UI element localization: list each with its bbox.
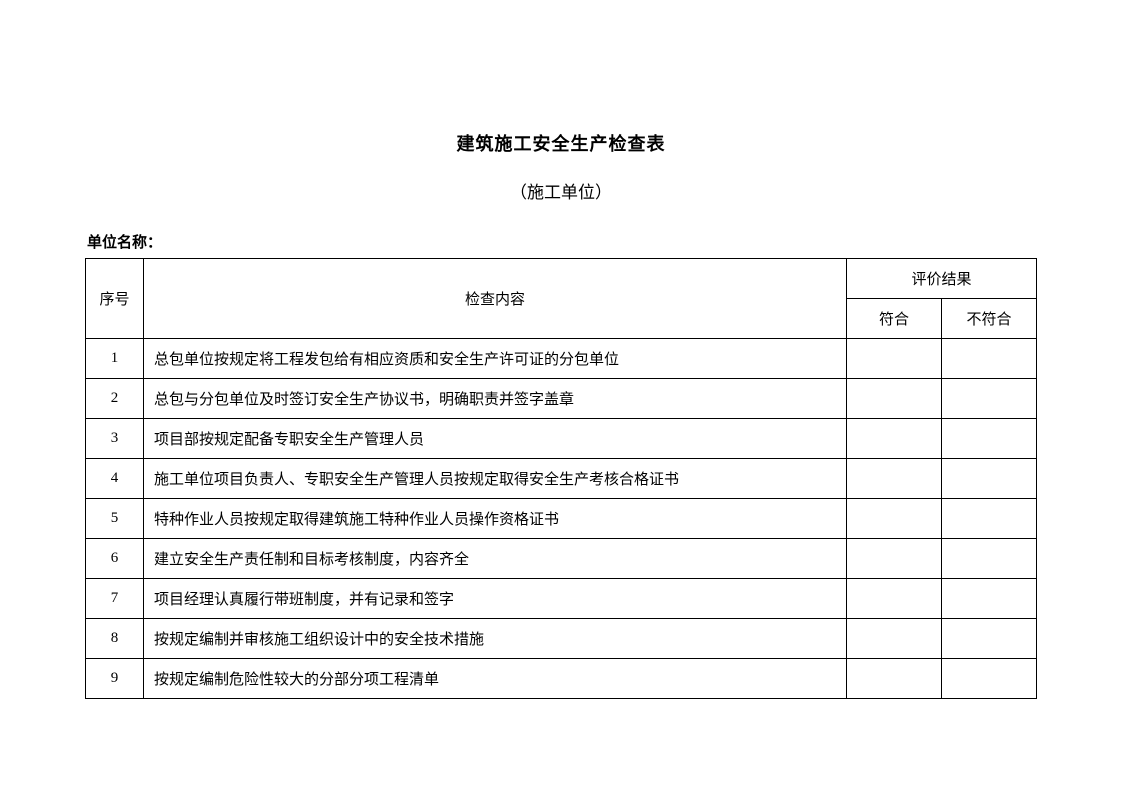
table-row: 5 特种作业人员按规定取得建筑施工特种作业人员操作资格证书 [86,499,1037,539]
table-row: 8 按规定编制并审核施工组织设计中的安全技术措施 [86,619,1037,659]
cell-fail [942,619,1037,659]
cell-fail [942,459,1037,499]
inspection-table: 序号 检查内容 评价结果 符合 不符合 1 总包单位按规定将工程发包给有相应资质… [85,258,1037,699]
cell-seq: 3 [86,419,144,459]
header-fail: 不符合 [942,299,1037,339]
cell-content: 按规定编制并审核施工组织设计中的安全技术措施 [144,619,847,659]
cell-content: 施工单位项目负责人、专职安全生产管理人员按规定取得安全生产考核合格证书 [144,459,847,499]
table-row: 3 项目部按规定配备专职安全生产管理人员 [86,419,1037,459]
header-seq: 序号 [86,259,144,339]
cell-fail [942,379,1037,419]
cell-content: 项目经理认真履行带班制度，并有记录和签字 [144,579,847,619]
cell-seq: 5 [86,499,144,539]
table-row: 4 施工单位项目负责人、专职安全生产管理人员按规定取得安全生产考核合格证书 [86,459,1037,499]
cell-fail [942,419,1037,459]
cell-pass [847,419,942,459]
document-subtitle: （施工单位） [85,178,1037,203]
cell-pass [847,659,942,699]
cell-seq: 9 [86,659,144,699]
cell-fail [942,339,1037,379]
cell-seq: 7 [86,579,144,619]
table-row: 2 总包与分包单位及时签订安全生产协议书，明确职责并签字盖章 [86,379,1037,419]
header-result: 评价结果 [847,259,1037,299]
document-page: 建筑施工安全生产检查表 （施工单位） 单位名称： 序号 检查内容 评价结果 符合… [0,0,1122,699]
cell-content: 建立安全生产责任制和目标考核制度，内容齐全 [144,539,847,579]
cell-pass [847,379,942,419]
cell-pass [847,579,942,619]
table-row: 1 总包单位按规定将工程发包给有相应资质和安全生产许可证的分包单位 [86,339,1037,379]
table-body: 1 总包单位按规定将工程发包给有相应资质和安全生产许可证的分包单位 2 总包与分… [86,339,1037,699]
cell-seq: 8 [86,619,144,659]
cell-pass [847,339,942,379]
cell-seq: 6 [86,539,144,579]
cell-content: 特种作业人员按规定取得建筑施工特种作业人员操作资格证书 [144,499,847,539]
cell-seq: 1 [86,339,144,379]
header-pass: 符合 [847,299,942,339]
table-row: 9 按规定编制危险性较大的分部分项工程清单 [86,659,1037,699]
table-row: 7 项目经理认真履行带班制度，并有记录和签字 [86,579,1037,619]
cell-content: 总包单位按规定将工程发包给有相应资质和安全生产许可证的分包单位 [144,339,847,379]
header-content: 检查内容 [144,259,847,339]
cell-content: 总包与分包单位及时签订安全生产协议书，明确职责并签字盖章 [144,379,847,419]
unit-name-label: 单位名称： [87,231,1037,252]
cell-fail [942,499,1037,539]
cell-seq: 2 [86,379,144,419]
table-row: 6 建立安全生产责任制和目标考核制度，内容齐全 [86,539,1037,579]
cell-fail [942,539,1037,579]
cell-pass [847,459,942,499]
cell-fail [942,579,1037,619]
cell-content: 按规定编制危险性较大的分部分项工程清单 [144,659,847,699]
cell-pass [847,619,942,659]
cell-content: 项目部按规定配备专职安全生产管理人员 [144,419,847,459]
cell-fail [942,659,1037,699]
table-header-row-1: 序号 检查内容 评价结果 [86,259,1037,299]
cell-seq: 4 [86,459,144,499]
document-title: 建筑施工安全生产检查表 [85,130,1037,156]
cell-pass [847,539,942,579]
cell-pass [847,499,942,539]
